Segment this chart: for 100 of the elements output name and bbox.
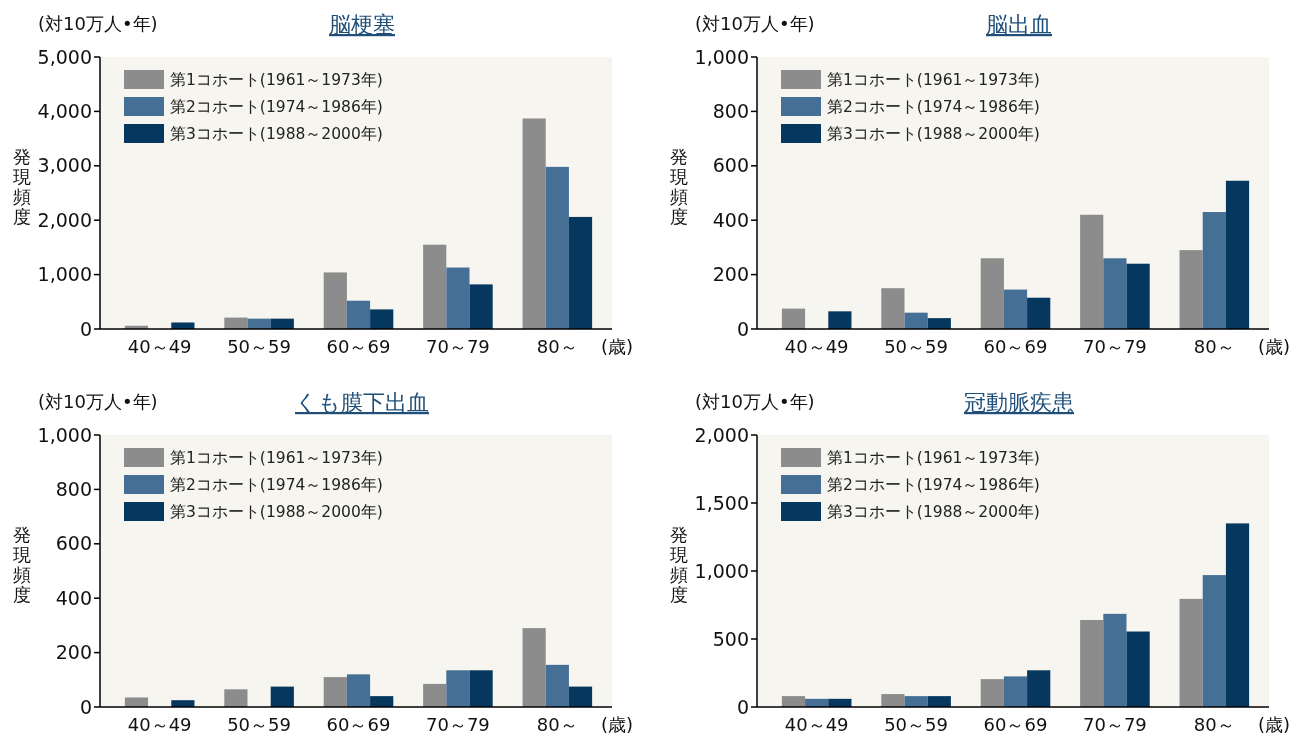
bar	[545, 664, 569, 707]
bar	[904, 696, 928, 707]
bar	[545, 166, 569, 329]
bar	[446, 670, 470, 707]
bar	[1003, 289, 1028, 329]
bar	[346, 674, 371, 707]
x-axis-title: (歳)	[1257, 714, 1290, 735]
x-axis-title: (歳)	[600, 714, 633, 735]
x-axis-title: (歳)	[1257, 336, 1290, 357]
bar	[1027, 670, 1051, 707]
chart-title: 冠動脈疾患	[964, 390, 1074, 415]
y-tick-label: 800	[712, 100, 749, 123]
y-tick-label: 0	[736, 695, 749, 718]
bar	[323, 272, 347, 329]
x-tick-label: 80～	[1193, 336, 1235, 357]
y-tick-label: 0	[736, 317, 749, 340]
bar	[1225, 523, 1250, 707]
x-tick-label: 60～69	[326, 714, 391, 735]
x-tick-label: 50～59	[884, 714, 948, 735]
y-tick-label: 2,000	[694, 423, 749, 446]
y-tick-label: 200	[712, 263, 749, 286]
chart-title: 脳梗塞	[329, 12, 395, 37]
text: (対10万人•年)	[38, 13, 158, 34]
bar	[828, 311, 852, 329]
legend-label: 第1コホート(1961～1973年)	[827, 449, 1040, 467]
bar	[247, 318, 271, 329]
bar	[1027, 297, 1051, 329]
x-tick-label: 80～	[536, 714, 578, 735]
y-tick-label: 400	[712, 208, 749, 231]
x-tick-label: 70～79	[426, 714, 490, 735]
text: (対10万人•年)	[695, 13, 815, 34]
bar	[781, 308, 806, 329]
x-tick-label: 40～49	[127, 336, 192, 357]
legend-label: 第3コホート(1988～2000年)	[170, 503, 383, 521]
text: (対10万人•年)	[695, 391, 815, 412]
y-axis-title: 発現頻度	[670, 524, 688, 605]
bar	[370, 696, 394, 707]
legend-label: 第1コホート(1961～1973年)	[827, 71, 1040, 89]
x-tick-label: 70～79	[426, 336, 490, 357]
legend-label: 第3コホート(1988～2000年)	[170, 125, 383, 143]
bar	[881, 288, 905, 329]
y-tick-label: 2,000	[37, 208, 92, 231]
legend-label: 第3コホート(1988～2000年)	[827, 125, 1040, 143]
y-tick-label: 600	[712, 154, 749, 177]
legend-label: 第3コホート(1988～2000年)	[827, 503, 1040, 521]
y-axis-title: 発現頻度	[13, 524, 31, 605]
x-tick-label: 50～59	[227, 336, 291, 357]
bar	[124, 697, 149, 707]
x-tick-label: 40～49	[784, 336, 849, 357]
bar	[1080, 214, 1104, 329]
bar	[469, 670, 493, 707]
legend-label: 第2コホート(1974～1986年)	[827, 98, 1040, 116]
y-tick-label: 0	[79, 317, 92, 340]
x-tick-label: 50～59	[884, 336, 948, 357]
x-tick-label: 70～79	[1083, 714, 1147, 735]
y-tick-label: 600	[55, 532, 92, 555]
x-tick-label: 60～69	[326, 336, 391, 357]
legend-label: 第2コホート(1974～1986年)	[170, 98, 383, 116]
bar	[1003, 676, 1028, 707]
chart-title: くも膜下出血	[295, 390, 429, 415]
bar	[1179, 598, 1203, 707]
y-axis-title: 発現頻度	[670, 146, 688, 227]
text: (対10万人•年)	[38, 391, 158, 412]
x-tick-label: 70～79	[1083, 336, 1147, 357]
y-tick-label: 200	[55, 641, 92, 664]
bar	[1126, 263, 1150, 329]
y-tick-label: 1,000	[37, 263, 92, 286]
bar	[927, 318, 951, 329]
y-tick-label: 1,000	[694, 45, 749, 68]
y-axis-title: 発現頻度	[13, 146, 31, 227]
y-tick-label: 1,500	[694, 491, 749, 514]
bar	[980, 679, 1004, 707]
x-tick-label: 50～59	[227, 714, 291, 735]
bar	[1225, 180, 1250, 329]
x-tick-label: 60～69	[983, 336, 1048, 357]
x-axis-title: (歳)	[600, 336, 633, 357]
x-tick-label: 40～49	[784, 714, 849, 735]
y-tick-label: 800	[55, 478, 92, 501]
y-tick-label: 5,000	[37, 45, 92, 68]
bar	[881, 694, 905, 707]
bar	[224, 689, 248, 707]
bar	[423, 683, 447, 707]
bar	[1202, 575, 1226, 707]
bar	[904, 312, 928, 329]
bar	[1202, 212, 1226, 329]
y-tick-label: 4,000	[37, 100, 92, 123]
bar	[568, 216, 593, 329]
bar	[346, 300, 371, 329]
bar	[1103, 258, 1127, 329]
y-tick-label: 3,000	[37, 154, 92, 177]
y-tick-label: 500	[712, 627, 749, 650]
x-tick-label: 80～	[1193, 714, 1235, 735]
bar	[171, 322, 195, 329]
bar	[1179, 250, 1203, 329]
y-tick-label: 0	[79, 695, 92, 718]
bar	[446, 267, 470, 329]
y-tick-label: 1,000	[694, 559, 749, 582]
bar	[469, 284, 493, 329]
x-tick-label: 80～	[536, 336, 578, 357]
bar	[423, 244, 447, 329]
